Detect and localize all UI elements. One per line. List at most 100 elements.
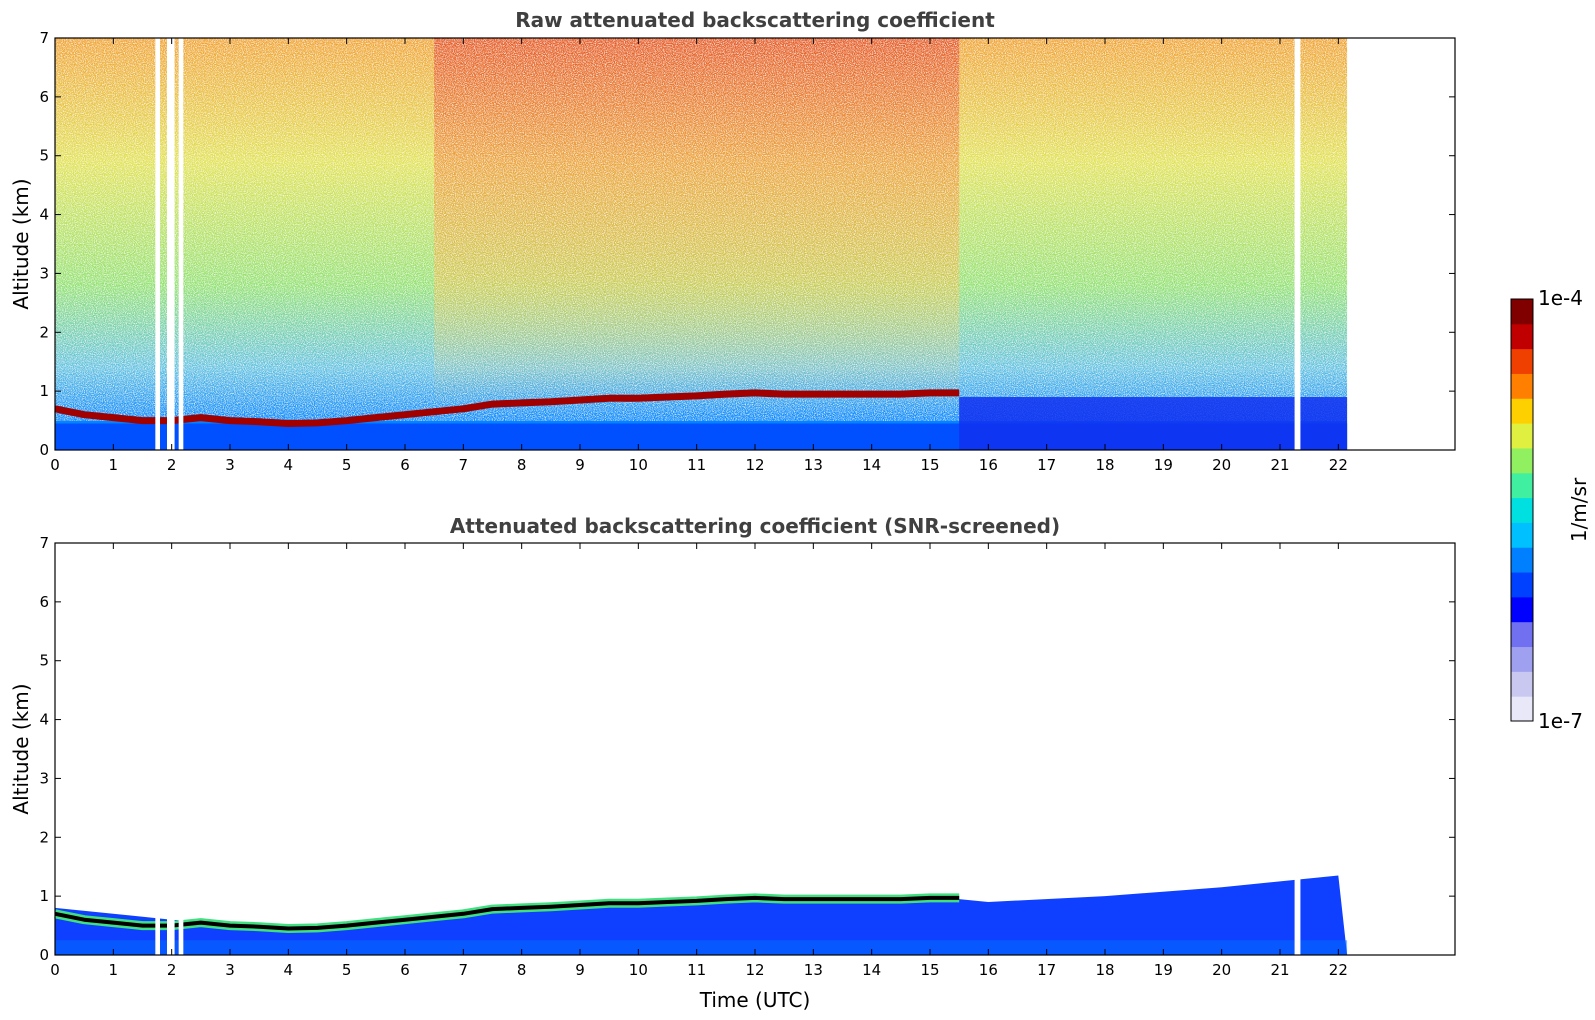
colorbar-segment xyxy=(1511,323,1533,350)
colorbar-segment xyxy=(1511,348,1533,374)
colorbar-segment xyxy=(1511,596,1533,623)
screened-x-tick-label: 15 xyxy=(920,961,939,979)
screened-x-tick-label: 12 xyxy=(745,961,764,979)
colorbar-segment xyxy=(1511,621,1533,648)
screened-x-tick-label: 16 xyxy=(979,961,998,979)
screened-y-tick-label: 4 xyxy=(39,711,49,729)
colorbar-scale xyxy=(1511,299,1533,722)
raw-x-tick-label: 16 xyxy=(979,456,998,474)
raw-y-tick-label: 6 xyxy=(39,88,49,106)
screened-x-tick-label: 9 xyxy=(575,961,585,979)
raw-x-axis: 0 1 2 3 4 5 6 7 8 9 10 11 12 13 14 15 16 17 18 19 20 21 22 xyxy=(50,38,1348,474)
colorbar-segment xyxy=(1511,398,1533,424)
raw-data-gap xyxy=(1294,38,1301,450)
colorbar-segment xyxy=(1511,472,1533,499)
raw-x-tick-label: 8 xyxy=(517,456,527,474)
screened-y-label: Altitude (km) xyxy=(9,683,33,814)
raw-x-tick-label: 15 xyxy=(920,456,939,474)
raw-y-tick-label: 3 xyxy=(39,264,49,282)
screened-x-tick-label: 6 xyxy=(400,961,410,979)
screened-y-tick-label: 5 xyxy=(39,652,49,670)
panel-screened-title: Attenuated backscattering coefficient (S… xyxy=(450,514,1060,538)
raw-x-tick-label: 2 xyxy=(167,456,177,474)
screened-data-gap xyxy=(178,543,184,955)
screened-x-tick-label: 4 xyxy=(284,961,294,979)
panel-screened: Attenuated backscattering coefficient (S… xyxy=(9,514,1456,1012)
raw-x-tick-label: 10 xyxy=(629,456,648,474)
screened-surface-layer xyxy=(55,940,1348,955)
screened-cloud-line xyxy=(54,895,960,931)
screened-x-tick-label: 0 xyxy=(50,961,60,979)
raw-x-tick-label: 12 xyxy=(745,456,764,474)
raw-x-tick-label: 5 xyxy=(342,456,352,474)
raw-x-tick-label: 4 xyxy=(284,456,294,474)
raw-y-label: Altitude (km) xyxy=(9,178,33,309)
raw-x-tick-label: 20 xyxy=(1212,456,1231,474)
screened-y-tick-label: 0 xyxy=(39,946,49,964)
raw-x-tick-label: 13 xyxy=(804,456,823,474)
screened-x-tick-label: 10 xyxy=(629,961,648,979)
raw-x-tick-label: 17 xyxy=(1037,456,1056,474)
screened-x-tick-label: 21 xyxy=(1270,961,1289,979)
raw-x-tick-label: 11 xyxy=(687,456,706,474)
colorbar-segment xyxy=(1511,522,1533,548)
screened-x-tick-label: 8 xyxy=(517,961,527,979)
screened-y-tick-label: 7 xyxy=(39,534,49,552)
screened-x-tick-label: 13 xyxy=(804,961,823,979)
colorbar: 1e-4 1e-7 1/m/sr xyxy=(1510,286,1591,733)
raw-y-tick-label: 4 xyxy=(39,206,49,224)
raw-x-tick-label: 3 xyxy=(225,456,235,474)
colorbar-segment xyxy=(1511,447,1533,474)
screened-y-tick-label: 2 xyxy=(39,828,49,846)
colorbar-segment xyxy=(1511,696,1533,722)
screened-x-tick-label: 18 xyxy=(1095,961,1114,979)
screened-x-tick-label: 19 xyxy=(1154,961,1173,979)
colorbar-segment xyxy=(1511,646,1533,672)
raw-x-tick-label: 6 xyxy=(400,456,410,474)
screened-x-tick-label: 14 xyxy=(862,961,881,979)
colorbar-segment xyxy=(1511,373,1533,399)
raw-x-tick-label: 1 xyxy=(109,456,119,474)
screened-x-tick-label: 5 xyxy=(342,961,352,979)
colorbar-segment xyxy=(1511,299,1533,325)
screened-x-tick-label: 17 xyxy=(1037,961,1056,979)
raw-y-tick-label: 0 xyxy=(39,441,49,459)
raw-y-tick-label: 1 xyxy=(39,382,49,400)
raw-noise-overlay xyxy=(55,38,1348,421)
raw-data-gap xyxy=(155,38,160,450)
screened-data-gap xyxy=(167,543,175,955)
raw-y-axis: 0 1 2 3 4 5 6 7 xyxy=(39,29,1455,459)
raw-x-tick-label: 21 xyxy=(1270,456,1289,474)
raw-x-tick-label: 22 xyxy=(1329,456,1348,474)
screened-y-tick-label: 6 xyxy=(39,593,49,611)
colorbar-segment xyxy=(1511,423,1533,449)
screened-x-tick-label: 20 xyxy=(1212,961,1231,979)
colorbar-unit-label: 1/m/sr xyxy=(1567,477,1591,542)
colorbar-min-label: 1e-7 xyxy=(1538,709,1583,733)
screened-y-axis: 0 1 2 3 4 5 6 7 xyxy=(39,534,1455,964)
raw-x-tick-label: 18 xyxy=(1095,456,1114,474)
x-axis-label: Time (UTC) xyxy=(699,988,811,1012)
screened-y-tick-label: 1 xyxy=(39,887,49,905)
colorbar-frame xyxy=(1510,298,1534,722)
colorbar-segment xyxy=(1511,497,1533,523)
screened-x-tick-label: 11 xyxy=(687,961,706,979)
screened-data-gap xyxy=(155,543,160,955)
raw-x-tick-label: 0 xyxy=(50,456,60,474)
colorbar-segment xyxy=(1511,547,1533,573)
screened-x-tick-label: 3 xyxy=(225,961,235,979)
colorbar-segment xyxy=(1511,671,1533,697)
screened-x-tick-label: 7 xyxy=(459,961,469,979)
raw-data-gap xyxy=(178,38,184,450)
raw-x-tick-label: 19 xyxy=(1154,456,1173,474)
screened-data-gap xyxy=(1294,543,1301,955)
raw-data-gap xyxy=(167,38,175,450)
screened-y-tick-label: 3 xyxy=(39,769,49,787)
panel-raw: Raw attenuated backscattering coefficien… xyxy=(9,8,1456,474)
raw-x-tick-label: 14 xyxy=(862,456,881,474)
raw-y-tick-label: 7 xyxy=(39,29,49,47)
cloud-base-line xyxy=(54,389,960,427)
screened-x-tick-label: 22 xyxy=(1329,961,1348,979)
colorbar-segment xyxy=(1511,572,1533,598)
